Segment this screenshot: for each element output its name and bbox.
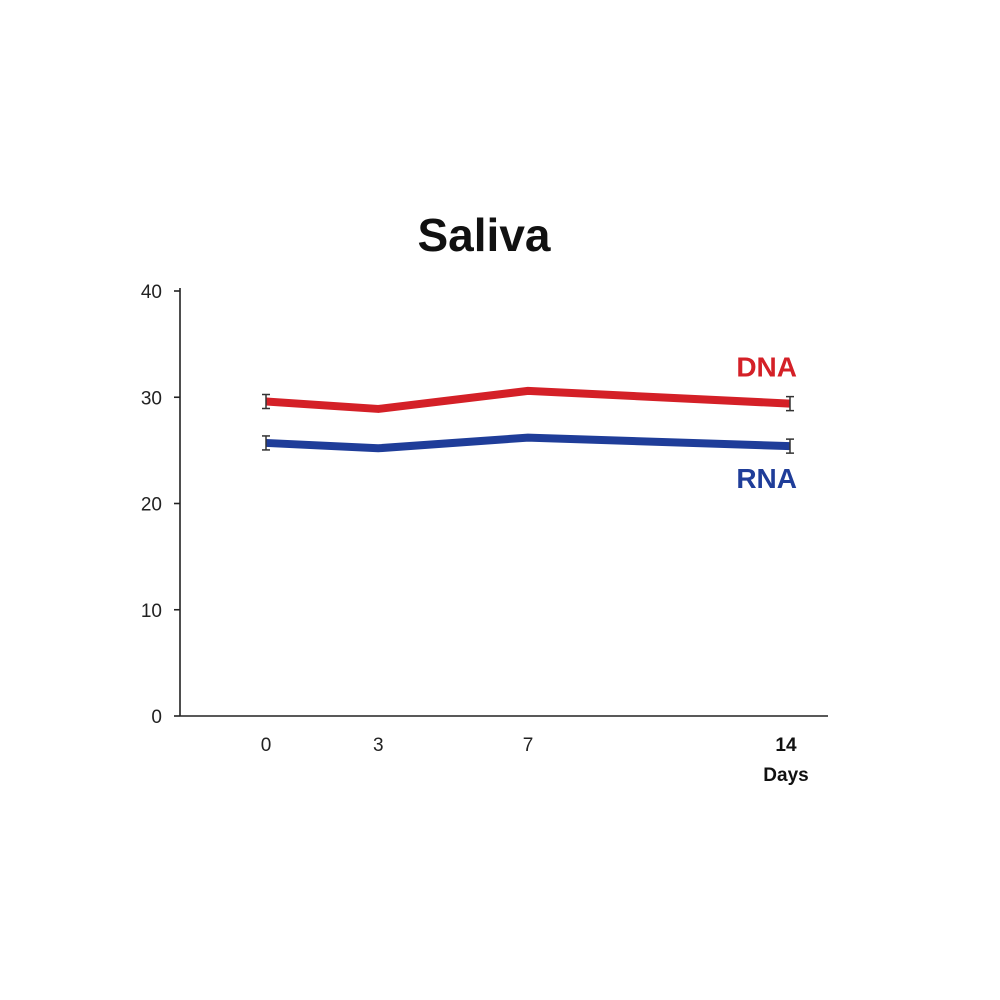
- series-line-dna: [265, 386, 791, 413]
- y-tick-label: 30: [141, 388, 162, 409]
- series-lines: DNA RNA: [262, 352, 797, 494]
- x-tick-label: 0: [261, 735, 272, 756]
- x-tick-label: 7: [523, 735, 534, 756]
- x-axis-label: Days: [763, 765, 808, 786]
- x-tick-label: 14: [775, 735, 797, 756]
- x-axis: 0 3 7 14: [180, 715, 828, 756]
- series-label-dna: DNA: [736, 352, 797, 383]
- y-tick-label: 20: [141, 495, 162, 516]
- series-label-rna: RNA: [736, 463, 797, 494]
- series-line-rna: [265, 433, 791, 453]
- y-tick-label: 0: [151, 707, 162, 728]
- x-tick-label: 3: [373, 735, 384, 756]
- y-tick-label: 10: [141, 601, 162, 622]
- y-axis: 0 10 20 30 40: [141, 282, 181, 728]
- y-tick-label: 40: [141, 282, 162, 303]
- chart-title: Saliva: [418, 209, 551, 261]
